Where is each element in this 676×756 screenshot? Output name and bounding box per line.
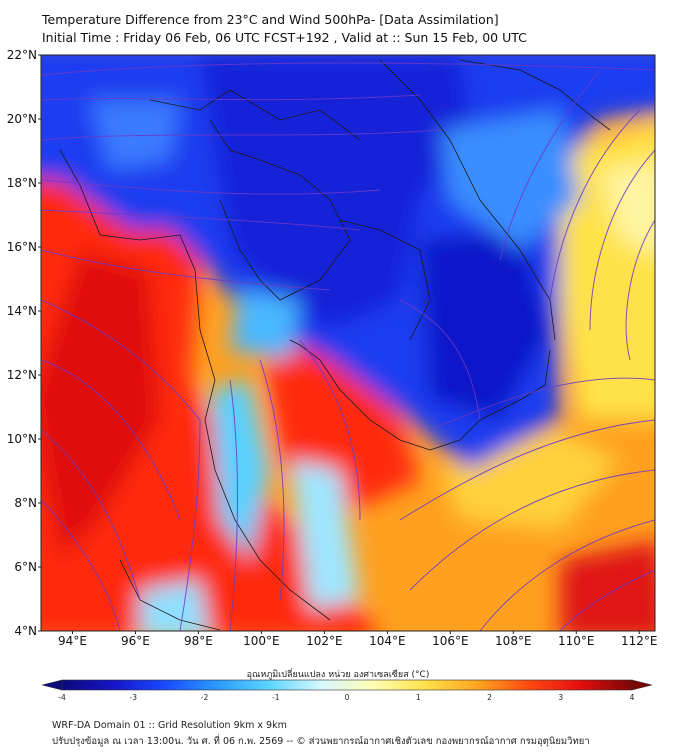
lat-tick-label: 18°N xyxy=(7,176,37,190)
lat-tick-label: 8°N xyxy=(14,496,37,510)
colorbar-gradient xyxy=(61,679,633,691)
colorbar-tick-label: 2 xyxy=(487,693,492,702)
footer-credit: ปรับปรุงข้อมูล ณ เวลา 13:00น. วัน ศ. ที่… xyxy=(52,736,590,747)
chart-title-line-1: Temperature Difference from 23°C and Win… xyxy=(42,12,499,27)
lon-tick-label: 110°E xyxy=(558,634,595,648)
colorbar-max-extend xyxy=(631,679,653,691)
lon-tick-label: 106°E xyxy=(432,634,469,648)
colorbar-label: อุณหภูมิเปลี่ยนแปลง หน่วย องศาเซลเซียส (… xyxy=(246,670,430,680)
wind-streamlines xyxy=(41,62,655,631)
colorbar-tick-label: 3 xyxy=(558,693,563,702)
colorbar-tick-label: -3 xyxy=(130,693,138,702)
colorbar-tick-label: -1 xyxy=(272,693,280,702)
colorbar-tick-label: -2 xyxy=(201,693,209,702)
lat-tick-label: 14°N xyxy=(7,304,37,318)
map-frame xyxy=(40,54,656,632)
lat-tick-label: 16°N xyxy=(7,240,37,254)
lon-tick-label: 96°E xyxy=(121,634,150,648)
colorbar-tick-label: 0 xyxy=(345,693,350,702)
lon-tick-label: 98°E xyxy=(184,634,213,648)
lon-tick-label: 102°E xyxy=(306,634,343,648)
lon-tick-label: 108°E xyxy=(495,634,532,648)
colorbar-tick-label: 4 xyxy=(630,693,635,702)
lat-tick-label: 6°N xyxy=(14,560,37,574)
footer-model-info: WRF-DA Domain 01 :: Grid Resolution 9km … xyxy=(52,720,287,731)
lat-tick-label: 4°N xyxy=(14,624,37,638)
lon-tick-label: 94°E xyxy=(58,634,87,648)
lon-tick-label: 104°E xyxy=(369,634,406,648)
longitude-axis: 94°E 96°E 98°E 100°E 102°E 104°E 106°E 108°E 110… xyxy=(58,631,658,648)
lat-tick-label: 20°N xyxy=(7,112,37,126)
lat-tick-label: 12°N xyxy=(7,368,37,382)
colorbar-tick-label: 1 xyxy=(416,693,421,702)
lat-tick-label: 22°N xyxy=(7,48,37,62)
lon-tick-label: 112°E xyxy=(621,634,658,648)
lat-tick-label: 10°N xyxy=(7,432,37,446)
colorbar-min-extend xyxy=(41,679,63,691)
colorbar-tick-label: -4 xyxy=(58,693,66,702)
lon-tick-label: 100°E xyxy=(243,634,280,648)
chart-title-line-2: Initial Time : Friday 06 Feb, 06 UTC FCS… xyxy=(42,30,527,45)
colorbar: -4 -3 -2 -1 0 1 2 3 4 xyxy=(41,679,653,702)
latitude-axis: 22°N 20°N 18°N 16°N 14°N 12°N 10°N 8°N 6°N 4°N xyxy=(7,48,41,638)
